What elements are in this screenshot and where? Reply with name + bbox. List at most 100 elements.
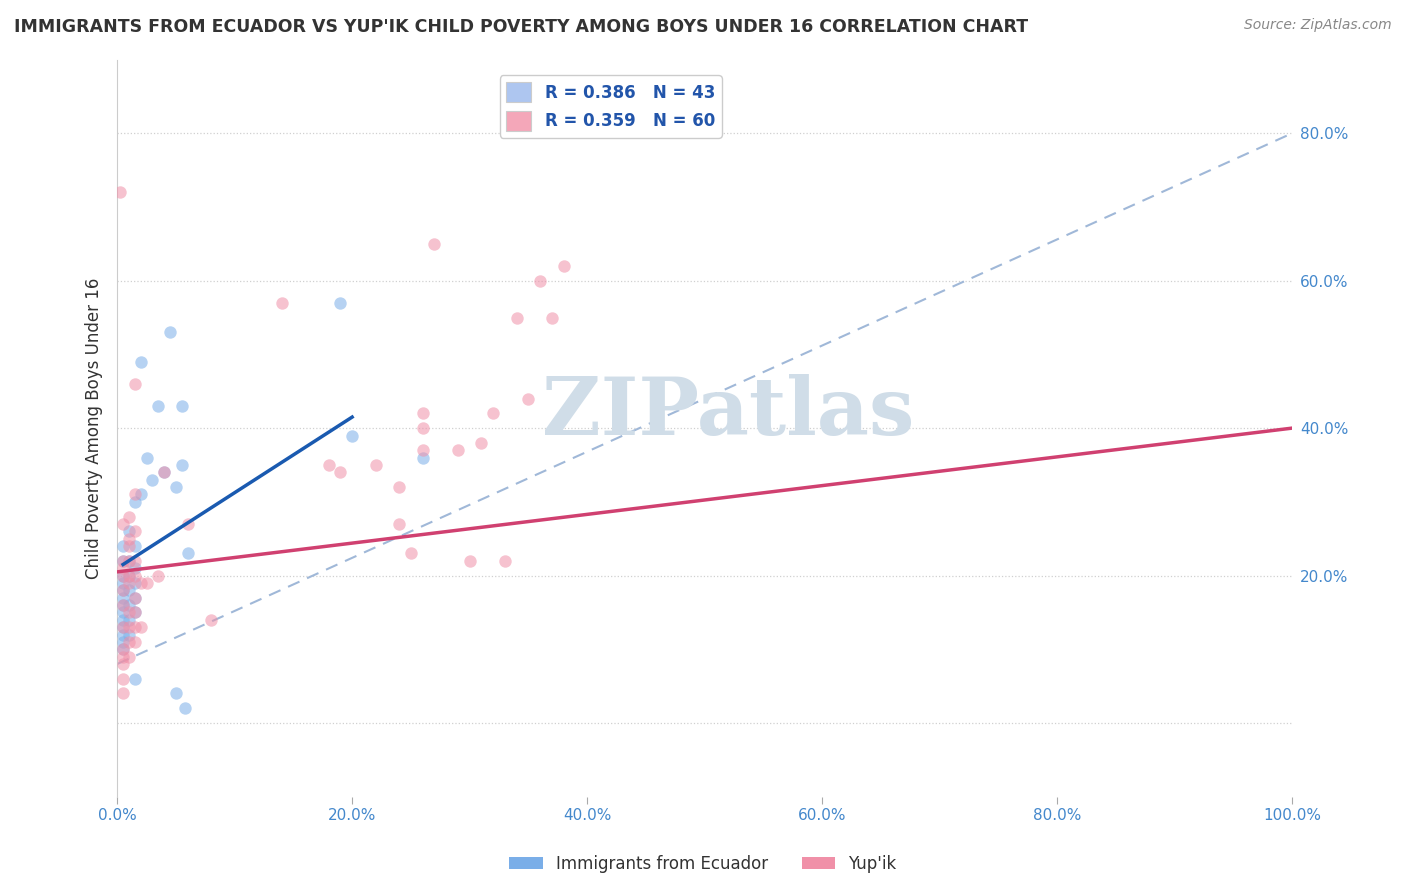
- Point: [541, 310, 564, 325]
- Point: [118, 568, 141, 582]
- Point: [108, 186, 131, 200]
- Point: [270, 296, 292, 310]
- Text: IMMIGRANTS FROM ECUADOR VS YUP'IK CHILD POVERTY AMONG BOYS UNDER 16 CORRELATION : IMMIGRANTS FROM ECUADOR VS YUP'IK CHILD …: [14, 18, 1028, 36]
- Point: [112, 568, 135, 582]
- Point: [200, 613, 222, 627]
- Point: [124, 620, 146, 634]
- Point: [505, 310, 527, 325]
- Point: [112, 598, 135, 612]
- Point: [329, 296, 352, 310]
- Point: [118, 509, 141, 524]
- Point: [112, 627, 135, 641]
- Point: [118, 598, 141, 612]
- Point: [165, 686, 187, 700]
- Point: [112, 554, 135, 568]
- Point: [553, 259, 575, 273]
- Point: [112, 554, 135, 568]
- Text: Source: ZipAtlas.com: Source: ZipAtlas.com: [1244, 18, 1392, 32]
- Point: [112, 620, 135, 634]
- Point: [112, 642, 135, 657]
- Point: [118, 620, 141, 634]
- Point: [412, 406, 434, 420]
- Point: [112, 516, 135, 531]
- Point: [112, 583, 135, 598]
- Point: [129, 620, 152, 634]
- Point: [412, 450, 434, 465]
- Point: [124, 576, 146, 591]
- Point: [124, 672, 146, 686]
- Point: [129, 576, 152, 591]
- Point: [174, 701, 197, 715]
- Point: [118, 554, 141, 568]
- Point: [118, 635, 141, 649]
- Point: [124, 635, 146, 649]
- Point: [112, 561, 135, 575]
- Point: [112, 686, 135, 700]
- Point: [118, 554, 141, 568]
- Point: [112, 598, 135, 612]
- Y-axis label: Child Poverty Among Boys Under 16: Child Poverty Among Boys Under 16: [86, 277, 103, 579]
- Point: [517, 392, 540, 406]
- Point: [118, 568, 141, 582]
- Point: [159, 326, 181, 340]
- Point: [170, 458, 193, 472]
- Point: [412, 443, 434, 458]
- Point: [318, 458, 340, 472]
- Point: [153, 466, 176, 480]
- Point: [118, 532, 141, 546]
- Point: [458, 554, 481, 568]
- Point: [118, 583, 141, 598]
- Point: [170, 399, 193, 413]
- Point: [118, 576, 141, 591]
- Point: [148, 399, 170, 413]
- Point: [124, 554, 146, 568]
- Point: [124, 495, 146, 509]
- Point: [118, 606, 141, 620]
- Point: [124, 376, 146, 391]
- Legend: R = 0.386   N = 43, R = 0.359   N = 60: R = 0.386 N = 43, R = 0.359 N = 60: [499, 75, 721, 137]
- Point: [135, 576, 157, 591]
- Point: [118, 524, 141, 539]
- Point: [124, 591, 146, 605]
- Point: [153, 466, 176, 480]
- Point: [124, 487, 146, 501]
- Point: [112, 642, 135, 657]
- Point: [135, 450, 157, 465]
- Point: [112, 539, 135, 553]
- Point: [124, 539, 146, 553]
- Point: [129, 355, 152, 369]
- Point: [124, 591, 146, 605]
- Point: [124, 606, 146, 620]
- Point: [529, 274, 551, 288]
- Point: [482, 406, 505, 420]
- Point: [329, 466, 352, 480]
- Point: [118, 613, 141, 627]
- Point: [112, 568, 135, 582]
- Point: [118, 627, 141, 641]
- Point: [470, 436, 492, 450]
- Point: [423, 236, 446, 251]
- Point: [118, 539, 141, 553]
- Point: [364, 458, 387, 472]
- Point: [412, 421, 434, 435]
- Point: [124, 561, 146, 575]
- Point: [141, 473, 163, 487]
- Point: [399, 546, 422, 560]
- Point: [112, 576, 135, 591]
- Point: [388, 480, 411, 494]
- Point: [112, 613, 135, 627]
- Point: [124, 606, 146, 620]
- Point: [148, 568, 170, 582]
- Point: [112, 620, 135, 634]
- Legend: Immigrants from Ecuador, Yup'ik: Immigrants from Ecuador, Yup'ik: [503, 848, 903, 880]
- Point: [447, 443, 470, 458]
- Point: [340, 428, 363, 442]
- Point: [165, 480, 187, 494]
- Point: [112, 583, 135, 598]
- Point: [124, 524, 146, 539]
- Point: [129, 487, 152, 501]
- Point: [112, 591, 135, 605]
- Point: [494, 554, 516, 568]
- Text: ZIPatlas: ZIPatlas: [541, 375, 914, 452]
- Point: [112, 649, 135, 664]
